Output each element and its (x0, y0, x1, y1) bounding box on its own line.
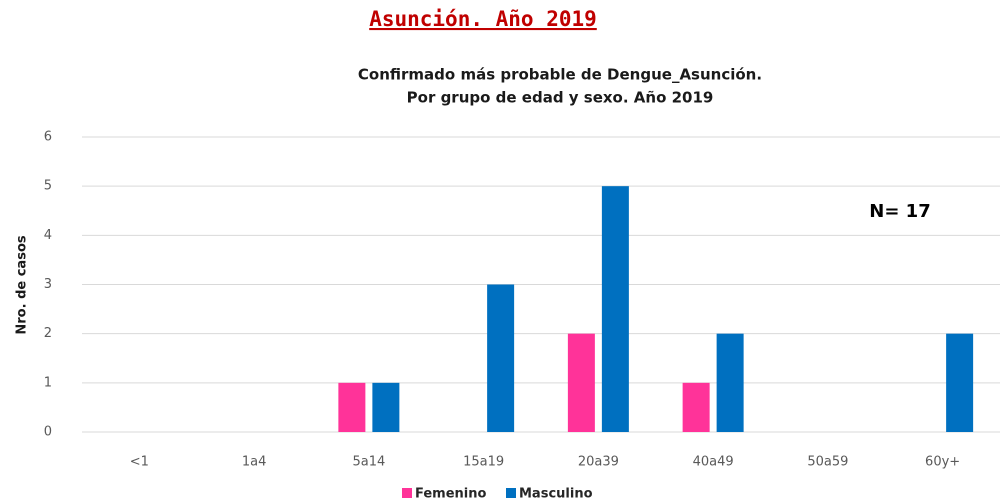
legend-swatch (506, 488, 516, 498)
y-tick-label: 5 (44, 179, 52, 194)
annotation: N= 17 (869, 201, 930, 222)
bar (601, 186, 629, 432)
legend-swatch (402, 488, 412, 498)
x-tick-label: 15a19 (463, 455, 504, 470)
y-tick-label: 2 (44, 326, 52, 341)
y-tick-label: 0 (44, 425, 52, 440)
bar (567, 333, 595, 432)
page-title: Asunción. Año 2019 (369, 7, 597, 31)
y-axis-label: Nro. de casos (15, 235, 30, 334)
bar (487, 284, 515, 432)
legend-label: Masculino (519, 487, 593, 502)
x-tick-label: 20a39 (578, 455, 619, 470)
bar (682, 382, 710, 432)
x-tick-label: 40a49 (693, 455, 734, 470)
bar (946, 333, 974, 432)
legend-label: Femenino (415, 487, 486, 502)
y-tick-label: 6 (44, 130, 52, 145)
y-tick-label: 4 (44, 228, 52, 243)
chart-title: Confirmado más probable de Dengue_Asunci… (358, 66, 762, 84)
bar (338, 382, 366, 432)
x-tick-label: <1 (130, 455, 149, 470)
x-tick-label: 1a4 (242, 455, 267, 470)
bar (372, 382, 400, 432)
x-tick-label: 60y+ (925, 455, 960, 470)
y-tick-label: 3 (44, 277, 52, 292)
x-tick-label: 5a14 (352, 455, 385, 470)
x-tick-label: 50a59 (807, 455, 848, 470)
y-tick-label: 1 (44, 375, 52, 390)
bar (716, 333, 744, 432)
chart-title: Por grupo de edad y sexo. Año 2019 (407, 89, 714, 107)
